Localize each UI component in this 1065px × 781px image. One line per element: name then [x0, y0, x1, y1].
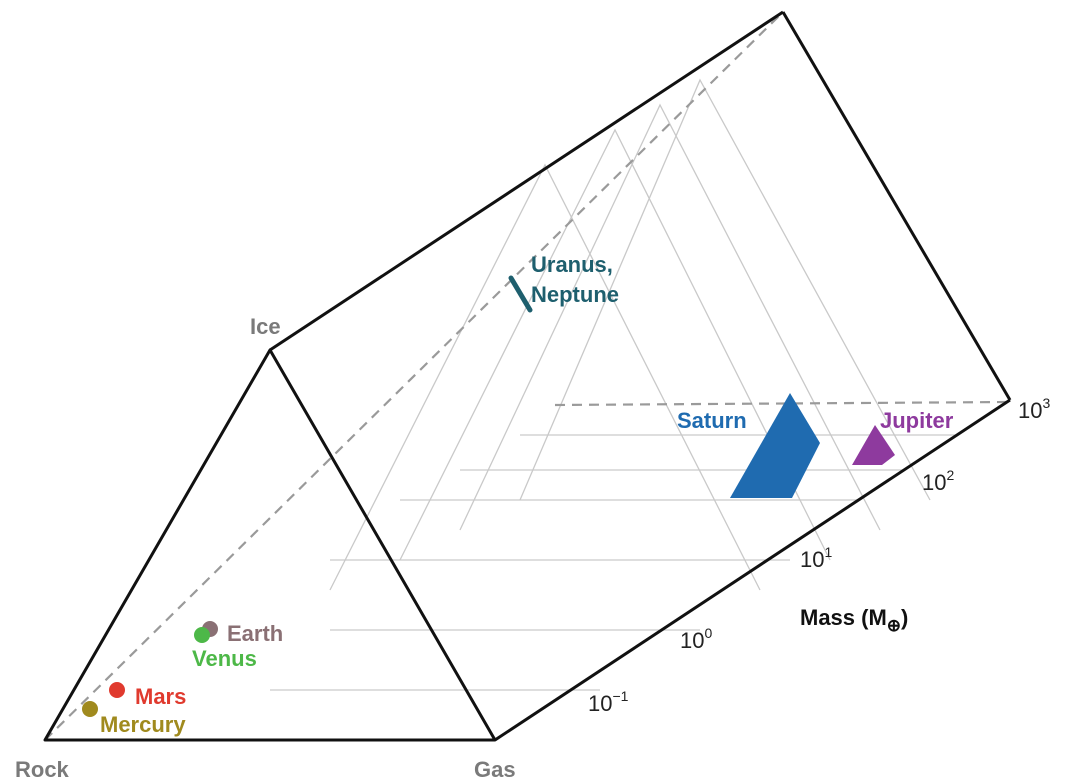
grid-triangle-1 [399, 128, 831, 561]
mass-tick-label: 10−1 [588, 688, 629, 716]
planet-mars: Mars [109, 682, 186, 709]
top-edge [269, 10, 784, 352]
mars-label: Mars [135, 684, 186, 709]
corner-label-rock: Rock [15, 757, 70, 781]
mercury-label: Mercury [100, 712, 186, 737]
hidden-edge-rock-axis [44, 11, 784, 741]
mass-tick-label: 103 [1018, 395, 1050, 423]
mass-tick-label: 100 [680, 625, 712, 653]
earth-label: Earth [227, 621, 283, 646]
mass-level-grid [270, 78, 955, 691]
saturn-label: Saturn [677, 408, 747, 433]
mercury-marker [82, 701, 98, 717]
venus-label: Venus [192, 646, 257, 671]
hidden-edge-back-base [554, 400, 1011, 407]
mass-axis-edge [494, 398, 1011, 742]
corner-label-gas: Gas [474, 757, 516, 781]
mass-axis-ticks: 10−1 100 101 102 103 [588, 395, 1050, 716]
mass-tick-label: 102 [922, 467, 954, 495]
uranus-neptune-label: Neptune [531, 282, 619, 307]
mass-axis-title: Mass (M⊕) [800, 605, 908, 635]
uranus-neptune-label: Uranus, [531, 252, 613, 277]
corner-label-ice: Ice [250, 314, 281, 339]
jupiter-region [852, 425, 895, 465]
uranus-neptune-marker [508, 275, 533, 313]
planet-saturn: Saturn [677, 393, 820, 498]
mass-tick-label: 101 [800, 544, 832, 572]
planet-earth: Earth [202, 621, 283, 646]
front-triangle [43, 348, 497, 742]
prism-outline [43, 10, 1012, 742]
saturn-region [730, 393, 820, 498]
planet-mercury: Mercury [82, 701, 186, 737]
planet-venus: Venus [192, 627, 257, 671]
planet-uranus-neptune: Uranus, Neptune [508, 252, 619, 313]
planet-jupiter: Jupiter [852, 408, 954, 465]
hidden-edges [44, 11, 1011, 741]
grid-triangle-3 [519, 78, 931, 501]
grid-triangle-2 [459, 103, 881, 531]
back-edge [781, 11, 1012, 401]
mars-marker [109, 682, 125, 698]
venus-marker [194, 627, 210, 643]
grid-triangle-0 [329, 163, 761, 591]
jupiter-label: Jupiter [880, 408, 954, 433]
